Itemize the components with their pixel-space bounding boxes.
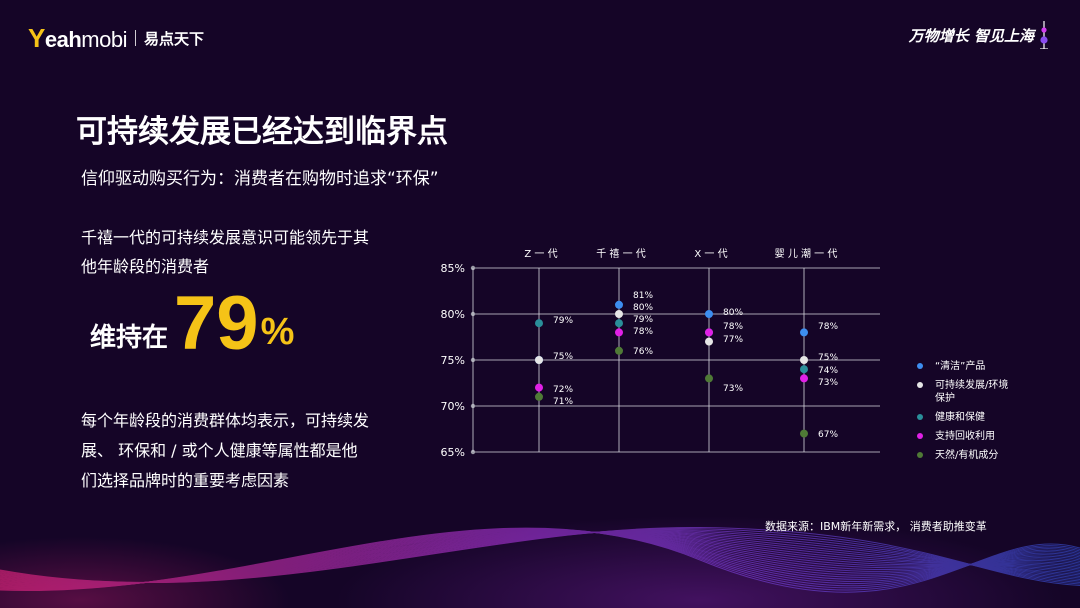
data-point [615,300,623,309]
legend-label: 支持回收利用 [935,431,995,442]
legend-item: 可持续发展/环境保护 [914,379,1044,405]
data-point [615,310,623,318]
data-point [800,328,808,337]
data-point [535,319,543,328]
data-label: 72% [553,385,573,395]
yeahmobi-logo: Yeahmobi [28,22,127,53]
data-label: 80% [633,303,653,313]
stat-number: 79 [174,281,259,366]
data-source: 数据来源：IBM新年新需求， 消费者助推变革 [765,520,987,533]
data-point [535,383,543,392]
data-label: 75% [553,352,573,362]
y-tick-label: 65% [441,446,465,459]
legend-label: “清洁”产品 [935,361,986,372]
description-text: 每个年龄段的消费群体均表示，可持续发展、 环保和 / 或个人健康等属性都是他们选… [81,411,370,490]
chart-legend: “清洁”产品可持续发展/环境保护健康和保健支持回收利用 天然/有机成分 [914,360,1044,468]
legend-item: “清洁”产品 [914,360,1044,373]
data-label: 76% [633,347,653,357]
data-point [615,319,623,328]
category-label: 婴 儿 潮 一 代 [775,247,838,260]
y-tick-label: 85% [441,262,465,275]
data-label: 75% [818,353,838,363]
brand-name: 易点天下 [143,29,204,48]
data-point [800,356,808,364]
data-point [615,328,623,337]
legend-label: 健康和保健 [935,412,985,423]
category-label: 千 禧 一 代 [596,247,646,260]
legend-item: 支持回收利用 [914,430,1044,443]
stat-unit: % [260,311,295,353]
data-point [535,356,543,364]
legend-marker [917,382,923,388]
data-label: 71% [553,397,573,407]
data-point [705,310,713,318]
event-tagline: 万物增长 智见上海 [909,21,1050,49]
data-point [800,365,808,374]
data-label: 67% [818,430,838,440]
data-point [705,337,713,346]
key-stat: 维持在 79 % [90,281,295,366]
page-subtitle: 信仰驱动购买行为：消费者在购物时追求“环保” [81,169,439,189]
data-point [705,374,713,383]
page-title: 可持续发展已经达到临界点 [76,114,448,150]
brand-divider [134,30,136,46]
category-label: X 一 代 [694,248,727,260]
data-label: 73% [723,384,743,394]
data-point [800,429,808,438]
stat-prefix: 维持在 [90,323,169,353]
data-point [615,346,623,355]
legend-label: 天然/有机成分 [935,450,999,461]
legend-item: 健康和保健 [914,411,1044,424]
legend-marker [917,433,923,439]
legend-marker [917,452,923,458]
data-label: 78% [818,322,838,332]
y-tick-label: 75% [441,354,465,367]
legend-label: 可持续发展/环境保护 [935,380,1009,404]
data-label: 77% [723,335,743,345]
data-label: 81% [633,291,653,301]
category-label: Z 一 代 [524,248,557,260]
legend-marker [917,414,923,420]
data-label: 79% [553,316,573,326]
data-label: 80% [723,308,743,318]
data-label: 73% [818,378,838,388]
intro-text: 千禧一代的可持续发展意识可能领先于其他年龄段的消费者 [81,228,370,276]
legend-item: 天然/有机成分 [914,449,1044,462]
data-point [800,374,808,383]
data-label: 78% [723,322,743,332]
tagline-text: 万物增长 智见上海 [908,26,1034,45]
brand-logo: Yeahmobi 易点天下 [28,23,204,53]
y-tick-label: 80% [441,308,465,321]
data-label: 79% [633,315,653,325]
data-label: 78% [633,327,653,337]
data-point [705,328,713,337]
y-tick-label: 70% [441,400,465,413]
data-label: 74% [818,366,838,376]
data-point [535,392,543,401]
legend-marker [917,363,923,369]
tower-icon [1040,21,1048,49]
